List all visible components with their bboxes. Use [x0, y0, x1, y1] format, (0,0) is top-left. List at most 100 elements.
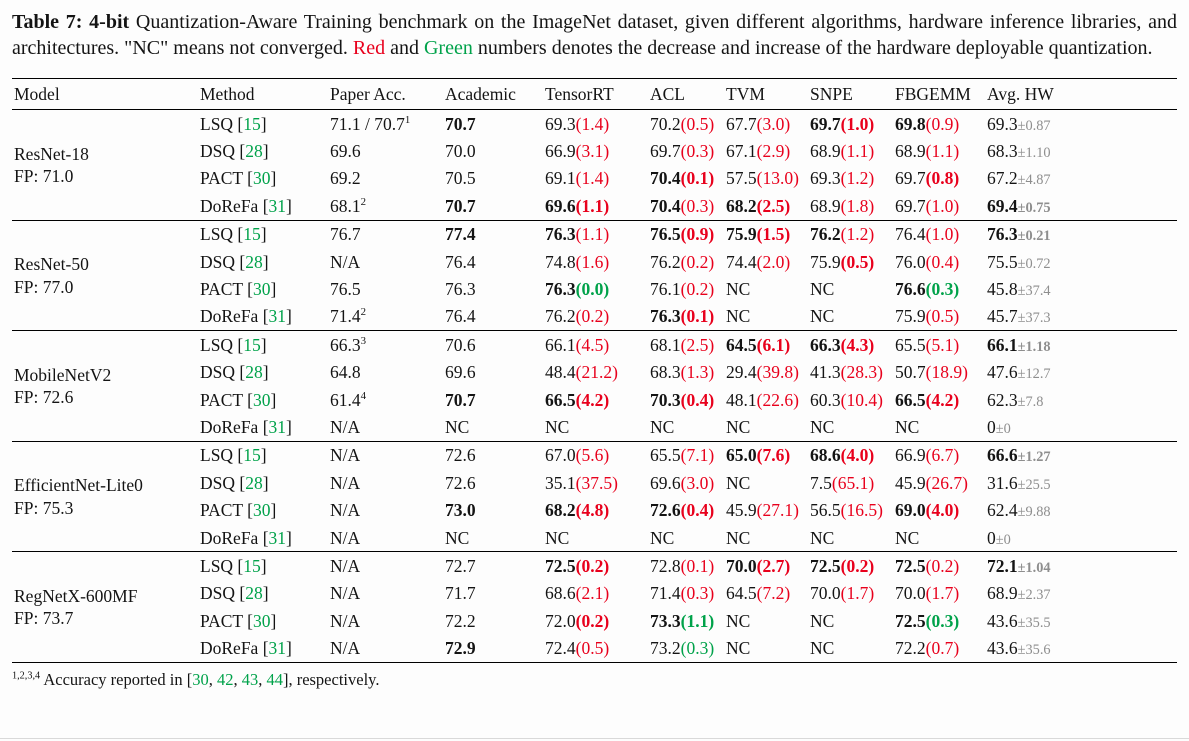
citation-link[interactable]: 15 — [243, 445, 261, 466]
citation-link[interactable]: 28 — [245, 362, 263, 383]
table-row: MobileNetV2 FP: 72.6 LSQ [15] 66.33 70.6 66.1… — [12, 330, 1177, 442]
cell-academic: 76.4 — [443, 248, 543, 275]
citation-link[interactable]: 44 — [266, 669, 283, 689]
text-segment: NC — [445, 416, 470, 437]
text-segment: NC — [726, 416, 751, 437]
text-segment: 69.6 — [330, 141, 361, 162]
cell-snpe: 69.3(1.2) — [808, 165, 893, 192]
text-segment: 68.9 — [810, 195, 841, 216]
cell-avg_hw: 76.3±0.21 — [985, 219, 1177, 249]
citation-link[interactable]: 31 — [268, 527, 287, 548]
citation-link[interactable]: 43 — [241, 669, 259, 689]
cell-fbgemm: NC — [893, 413, 985, 441]
text-segment: (4.0) — [840, 445, 875, 466]
model-name: ResNet-50 — [14, 254, 89, 275]
text-segment: NC — [810, 416, 835, 437]
citation-link[interactable]: 28 — [245, 472, 263, 493]
citation-link[interactable]: 15 — [243, 113, 261, 134]
cell-acl: 73.2(0.3) — [648, 635, 724, 663]
text-segment: (2.5) — [756, 195, 791, 216]
citation-link[interactable]: 30 — [253, 389, 271, 410]
text-segment: 72.5 — [810, 555, 841, 576]
cell-academic: 69.6 — [443, 359, 543, 386]
text-segment: (1.6) — [575, 251, 610, 272]
cell-fbgemm: 69.7(1.0) — [893, 192, 985, 220]
cell-avg_hw: 45.7±37.3 — [985, 303, 1177, 331]
citation-link[interactable]: 31 — [268, 195, 287, 216]
cell-paper_acc: N/A — [328, 497, 443, 524]
citation-link[interactable]: 30 — [192, 669, 209, 689]
text-segment: 66.9 — [545, 141, 576, 162]
text-segment: 43.6 — [987, 610, 1018, 631]
text-segment: 67.7 — [726, 113, 757, 134]
table-row: PACT [30] N/A 73.0 68.2(4.8) 72.6(0.4) 45.9(2… — [12, 497, 1177, 524]
text-segment: ±1.10 — [1017, 145, 1051, 162]
citation-link[interactable]: 28 — [245, 583, 263, 604]
text-segment: (0.5) — [925, 306, 960, 327]
text-segment: (3.0) — [756, 113, 791, 134]
cell-academic: 76.4 — [443, 303, 543, 331]
cell-fbgemm: 69.7(0.8) — [893, 165, 985, 192]
text-segment: 66.3 — [810, 334, 841, 355]
text-segment: (7.6) — [756, 445, 791, 466]
model-fp: FP: 73.7 — [14, 608, 74, 629]
text-segment: 35.1 — [545, 472, 576, 493]
text-segment: ], respectively. — [282, 669, 380, 689]
citation-link[interactable]: 30 — [253, 168, 271, 189]
cell-method: DoReFa [31] — [200, 638, 292, 659]
cell-tvm: NC — [724, 276, 808, 303]
cell-avg_hw: 43.6±35.5 — [985, 607, 1177, 634]
text-segment: (0.1) — [680, 555, 715, 576]
text-segment: (1.2) — [840, 224, 875, 245]
cell-academic: 70.7 — [443, 109, 543, 138]
citation-link[interactable]: 15 — [243, 334, 261, 355]
cell-snpe: 68.9(1.8) — [808, 192, 893, 220]
text-segment: 1 — [404, 113, 411, 126]
cell-academic: 72.9 — [443, 635, 543, 663]
text-segment: (28.3) — [840, 362, 883, 383]
column-header-avg-hw: Avg. HW — [985, 77, 1177, 111]
citation-link[interactable]: 31 — [268, 306, 287, 327]
citation-link[interactable]: 15 — [243, 224, 261, 245]
cell-tensorrt: 68.6(2.1) — [543, 580, 648, 607]
citation-link[interactable]: 28 — [245, 141, 263, 162]
text-segment: ±0 — [995, 420, 1011, 437]
citation-link[interactable]: 30 — [253, 279, 271, 300]
cell-avg_hw: 47.6±12.7 — [985, 359, 1177, 386]
column-header-tensorrt: TensorRT — [543, 77, 648, 111]
text-segment: 72.8 — [650, 555, 681, 576]
text-segment: 72.7 — [445, 555, 476, 576]
citation-link[interactable]: 31 — [268, 638, 287, 659]
text-segment: 45.9 — [895, 472, 926, 493]
text-segment: 70.5 — [445, 168, 476, 189]
text-segment: ±35.6 — [1017, 642, 1051, 659]
cell-academic: 70.6 — [443, 330, 543, 359]
citation-link[interactable]: 30 — [253, 610, 271, 631]
text-segment: 72.2 — [445, 610, 476, 631]
citation-link[interactable]: 28 — [245, 251, 263, 272]
citation-link[interactable]: 42 — [216, 669, 234, 689]
cell-snpe: NC — [808, 276, 893, 303]
text-segment: 64.5 — [726, 334, 757, 355]
text-segment: 68.1 — [650, 334, 681, 355]
citation-link[interactable]: 15 — [243, 555, 261, 576]
cell-academic: 72.2 — [443, 607, 543, 634]
caption-bold-word: 4-bit — [82, 11, 130, 33]
cell-academic: 70.7 — [443, 192, 543, 220]
text-segment: NC — [726, 638, 751, 659]
caption-text-2: and — [385, 37, 424, 60]
citation-link[interactable]: 31 — [268, 416, 287, 437]
text-segment: 7.5 — [810, 472, 832, 493]
cell-paper_acc: N/A — [328, 635, 443, 663]
citation-link[interactable]: 30 — [253, 500, 271, 521]
cell-acl: 70.2(0.5) — [648, 109, 724, 138]
cell-fbgemm: 50.7(18.9) — [893, 359, 985, 386]
text-segment: (18.9) — [925, 362, 968, 383]
text-segment: ±35.5 — [1017, 614, 1051, 631]
text-segment: 69.4 — [987, 195, 1018, 216]
text-segment: 76.4 — [445, 251, 476, 272]
text-segment: 70.6 — [445, 334, 476, 355]
cell-tensorrt: NC — [543, 524, 648, 552]
text-segment: (1.2) — [840, 168, 875, 189]
text-segment: 76.2 — [810, 224, 841, 245]
